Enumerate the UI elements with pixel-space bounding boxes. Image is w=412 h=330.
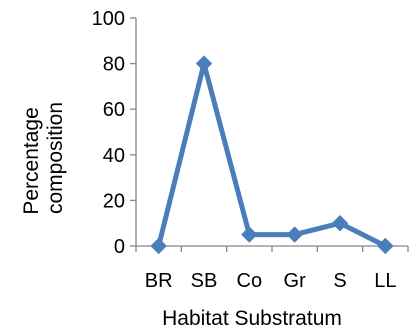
y-axis-tick-labels: 0 20 40 60 80 100: [92, 8, 125, 258]
y-tick-label: 60: [103, 99, 125, 121]
y-tick-label: 40: [103, 145, 125, 167]
data-point-marker: [195, 55, 213, 72]
x-axis-title: Habitat Substratum: [162, 307, 342, 330]
data-point-marker: [286, 226, 303, 243]
y-tick-label: 80: [103, 54, 125, 76]
y-tick-label: 100: [92, 8, 125, 30]
x-tick-label: Co: [237, 270, 263, 292]
data-point-marker: [150, 237, 167, 255]
axes: [130, 17, 409, 252]
x-tick-label: Gr: [284, 270, 307, 292]
x-tick-label: BR: [145, 270, 173, 292]
series-line: [156, 61, 388, 249]
data-point-marker: [377, 237, 394, 255]
x-tick-label: S: [333, 270, 346, 292]
y-tick-label: 0: [114, 236, 125, 258]
y-axis-title: Percentage composition: [20, 101, 67, 214]
x-tick-label: SB: [191, 270, 218, 292]
y-axis-title-line-2: composition: [44, 102, 67, 214]
y-axis-title-line-1: Percentage: [20, 107, 43, 214]
data-point-marker: [331, 214, 349, 232]
x-tick-label: LL: [374, 270, 396, 292]
y-tick-label: 20: [103, 190, 125, 212]
x-axis-tick-labels: BR SB Co Gr S LL: [145, 270, 397, 292]
plot-area: [150, 55, 394, 255]
data-point-marker: [241, 226, 258, 243]
